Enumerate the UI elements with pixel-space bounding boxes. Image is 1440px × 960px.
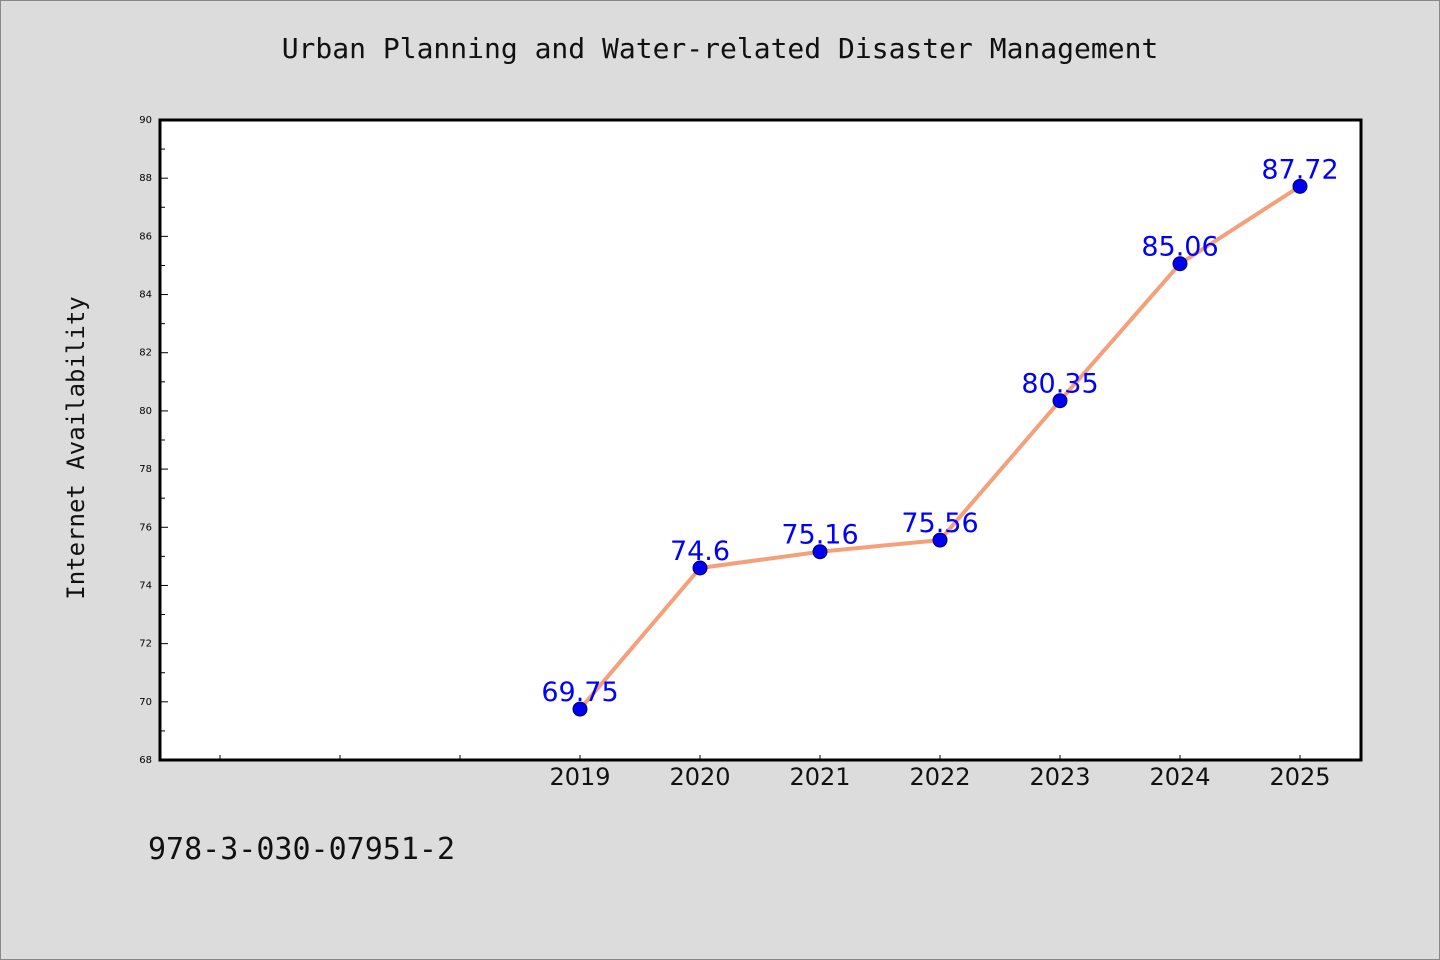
data-point [1292,178,1308,194]
chart-title: Urban Planning and Water-related Disaste… [281,32,1159,65]
data-label: 80.35 [1021,369,1098,400]
data-label: 87.72 [1261,154,1338,185]
x-tick-label: 2024 [1149,763,1210,791]
x-tick-label: 2021 [789,763,850,791]
data-point [1172,256,1188,272]
y-tick-label: 90 [139,115,152,126]
data-label: 75.16 [781,520,858,551]
data-point [692,560,708,576]
data-point [812,544,828,560]
y-axis-label: Internet Availability [62,296,90,599]
x-tick-label: 2023 [1029,763,1090,791]
data-point [1052,393,1068,409]
x-tick-label: 2022 [909,763,970,791]
y-tick-label: 74 [139,580,152,591]
y-tick-label: 76 [139,522,152,533]
y-tick-label: 86 [139,231,152,242]
y-tick-label: 72 [139,639,152,650]
x-tick-label: 2019 [549,763,610,791]
x-tick-label: 2020 [669,763,730,791]
y-tick-label: 80 [139,406,152,417]
y-tick-label: 68 [139,755,152,766]
isbn-label: 978-3-030-07951-2 [148,832,456,867]
data-label: 74.6 [670,536,730,567]
data-point [572,701,588,717]
y-tick-label: 70 [139,697,152,708]
data-point [932,532,948,548]
data-label: 69.75 [541,677,618,708]
y-tick-label: 78 [139,464,152,475]
y-tick-label: 82 [139,348,152,359]
data-label: 75.56 [901,508,978,539]
data-label: 85.06 [1141,232,1218,263]
plot-area [158,118,1363,762]
y-tick-label: 88 [139,173,152,184]
y-tick-label: 84 [139,290,152,301]
x-tick-label: 2025 [1269,763,1330,791]
